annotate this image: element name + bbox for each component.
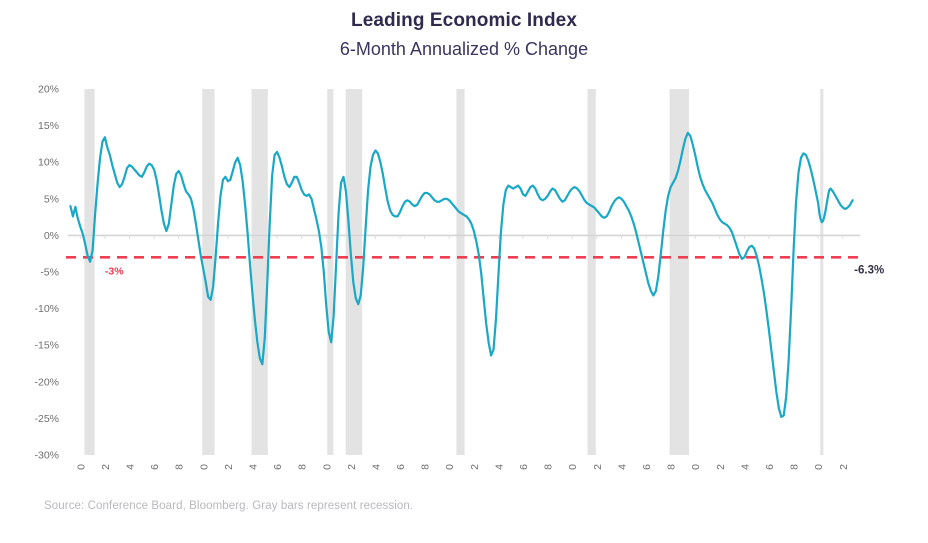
x-axis-tick-label: 2012 (715, 464, 727, 470)
y-axis-tick-label: 0% (44, 230, 59, 242)
y-axis-tick-label: -30% (34, 450, 59, 462)
recession-band (456, 89, 465, 455)
x-axis-tick-label: 1960 (75, 464, 87, 470)
x-axis-tick-label: 2004 (616, 464, 628, 470)
x-axis-tick-label: 1984 (370, 464, 382, 470)
y-axis-tick-label: 20% (38, 84, 59, 96)
series-line (69, 131, 854, 419)
y-axis-tick-label: -25% (34, 413, 59, 425)
x-axis-tick-label: 1974 (247, 464, 259, 470)
x-axis-tick-label: 1988 (420, 464, 432, 470)
x-axis-tick-label: 2020 (813, 464, 825, 470)
x-axis-tick-label: 1996 (518, 464, 530, 470)
x-axis-tick-label: 1966 (149, 464, 161, 470)
recession-bands-group (84, 89, 824, 455)
y-axis-tick-label: 10% (38, 157, 59, 169)
y-axis-group: 20% 15% 10% 5% 0% -5% -10% -15% -20% -25% -30% (34, 84, 59, 462)
x-axis-tick-label: 1976 (272, 464, 284, 470)
y-axis-tick-label: -20% (34, 376, 59, 388)
recession-band (587, 89, 596, 455)
x-axis-tick-label: 2008 (666, 464, 678, 470)
source-note: Source: Conference Board, Bloomberg. Gra… (44, 500, 414, 512)
recession-band (820, 89, 824, 455)
x-axis-tick-label: 1990 (444, 464, 456, 470)
chart-plot-area: 20% 15% 10% 5% 0% -5% -10% -15% -20% -25% -30% -3% -… (0, 80, 928, 471)
x-axis-tick-label: 1964 (124, 464, 136, 470)
x-axis-tick-label: 1962 (100, 464, 112, 470)
page-title: Leading Economic Index (350, 10, 578, 31)
recession-band (84, 89, 95, 455)
y-axis-tick-label: 15% (38, 120, 59, 132)
recession-band (669, 89, 690, 455)
recession-band (345, 89, 363, 455)
chart-header: Leading Economic Index 6-Month Annualize… (0, 8, 928, 62)
x-axis-tick-label: 1972 (223, 464, 235, 470)
x-axis-tick-label: 2022 (838, 464, 850, 470)
recession-band (327, 89, 334, 455)
x-axis-tick-label: 1982 (346, 464, 358, 470)
threshold-annotation-label: -3% (105, 265, 124, 277)
y-axis-tick-label: -15% (34, 340, 59, 352)
line-chart: 20% 15% 10% 5% 0% -5% -10% -15% -20% -25% -30% -3% -… (34, 84, 884, 471)
y-axis-tick-label: 5% (44, 193, 59, 205)
x-axis-tick-label: 1994 (493, 464, 505, 470)
x-axis-tick-label: 1970 (198, 464, 210, 470)
x-axis-tick-label: 2016 (764, 464, 776, 470)
y-axis-tick-label: -5% (40, 267, 59, 279)
x-tick-marks-group (79, 235, 844, 239)
y-axis-tick-label: -10% (34, 303, 59, 315)
x-axis-tick-label: 2002 (592, 464, 604, 470)
x-axis-tick-label: 1998 (543, 464, 555, 470)
recession-band (202, 89, 215, 455)
recession-band (251, 89, 268, 455)
x-axis-tick-label: 1978 (297, 464, 309, 470)
page-subtitle: 6-Month Annualized % Change (339, 39, 589, 59)
x-axis-tick-label: 2018 (789, 464, 801, 470)
x-axis-tick-label: 2014 (739, 464, 751, 470)
x-axis-tick-label: 1980 (321, 464, 333, 470)
x-axis-group: 1960 1962 1964 1966 1968 1970 1972 1974 1976 1978… (75, 464, 849, 470)
x-axis-tick-label: 1986 (395, 464, 407, 470)
x-axis-tick-label: 1968 (174, 464, 186, 470)
x-axis-tick-label: 2000 (567, 464, 579, 470)
x-axis-tick-label: 1992 (469, 464, 481, 470)
last-value-annotation-label: -6.3% (854, 265, 884, 277)
x-axis-tick-label: 2010 (690, 464, 702, 470)
x-axis-tick-label: 2006 (641, 464, 653, 470)
